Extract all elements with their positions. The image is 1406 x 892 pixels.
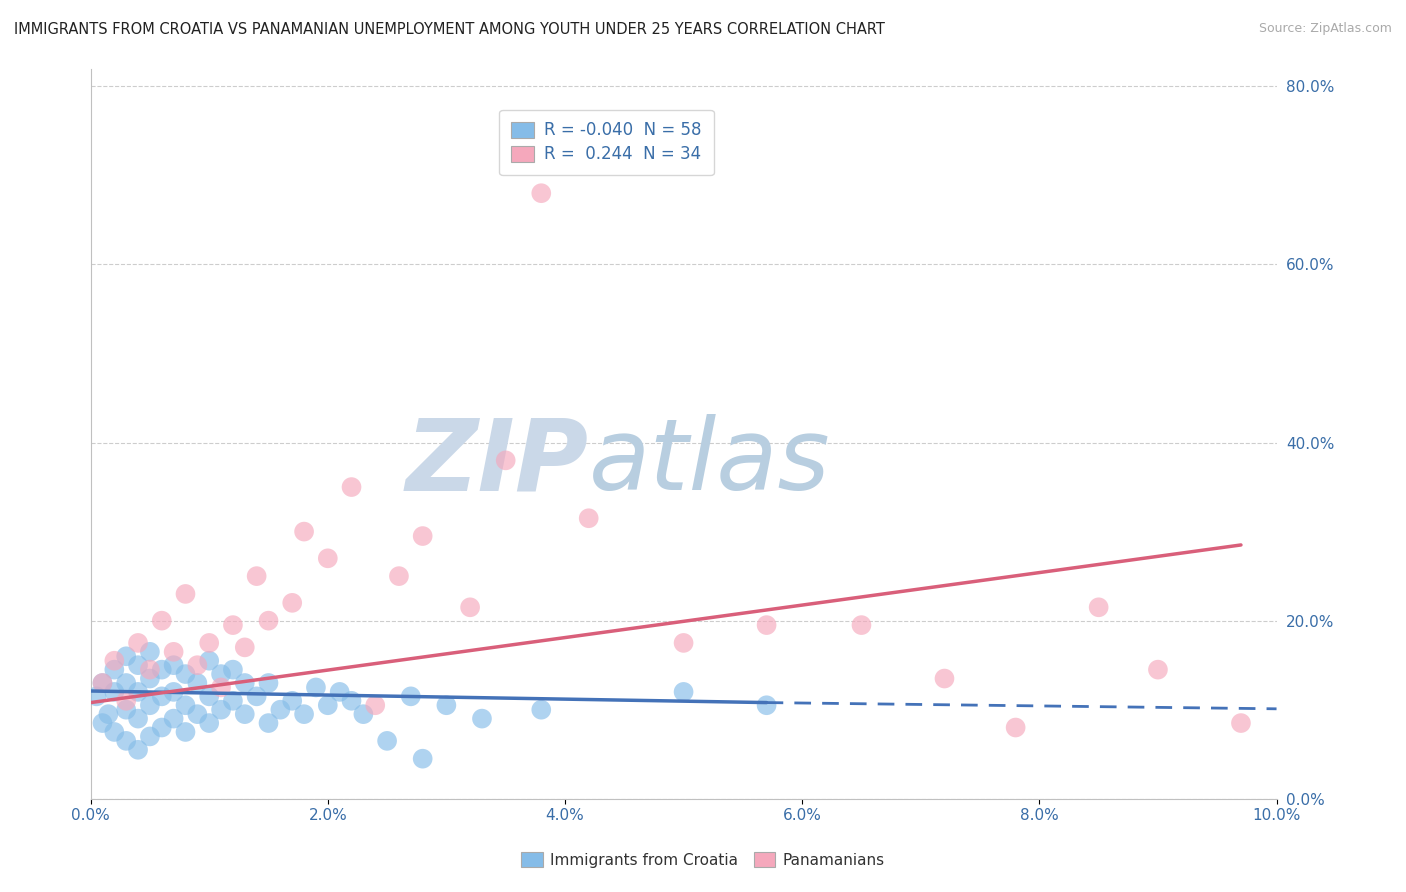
Point [103,685,125,699]
Point [399,690,422,704]
Point [281,596,304,610]
Point [127,712,149,726]
Point [471,712,494,726]
Point [150,663,173,677]
Point [139,663,162,677]
Point [222,663,245,677]
Point [115,734,138,748]
Point [530,703,553,717]
Point [340,694,363,708]
Point [257,676,280,690]
Point [412,752,434,766]
Point [174,587,197,601]
Point [934,672,956,686]
Point [352,707,374,722]
Point [186,707,208,722]
Point [115,703,138,717]
Point [198,690,221,704]
Point [174,725,197,739]
Point [174,667,197,681]
Text: atlas: atlas [589,415,831,511]
Point [103,663,125,677]
Point [672,685,695,699]
Point [91,676,114,690]
Point [150,721,173,735]
Point [186,658,208,673]
Point [162,645,184,659]
Point [198,654,221,668]
Point [246,690,269,704]
Point [162,685,184,699]
Point [139,672,162,686]
Point [233,707,256,722]
Point [127,685,149,699]
Text: Source: ZipAtlas.com: Source: ZipAtlas.com [1258,22,1392,36]
Point [209,703,232,717]
Point [115,694,138,708]
Point [139,698,162,713]
Point [1147,663,1170,677]
Point [530,186,553,201]
Point [316,698,339,713]
Point [162,712,184,726]
Point [755,618,778,632]
Point [209,667,232,681]
Point [127,658,149,673]
Point [375,734,398,748]
Point [246,569,269,583]
Legend: R = -0.040  N = 58, R =  0.244  N = 34: R = -0.040 N = 58, R = 0.244 N = 34 [499,110,714,175]
Point [1004,721,1026,735]
Point [127,636,149,650]
Point [316,551,339,566]
Point [127,743,149,757]
Text: ZIP: ZIP [406,415,589,511]
Point [139,645,162,659]
Point [86,690,108,704]
Point [174,698,197,713]
Point [198,716,221,731]
Point [1230,716,1253,731]
Point [364,698,387,713]
Point [233,640,256,655]
Point [305,681,328,695]
Point [233,676,256,690]
Point [162,658,184,673]
Point [292,524,315,539]
Point [150,614,173,628]
Point [755,698,778,713]
Point [91,676,114,690]
Point [209,681,232,695]
Legend: Immigrants from Croatia, Panamanians: Immigrants from Croatia, Panamanians [513,845,893,875]
Point [458,600,481,615]
Point [103,725,125,739]
Point [578,511,600,525]
Point [257,614,280,628]
Point [198,636,221,650]
Point [851,618,873,632]
Point [115,676,138,690]
Point [139,730,162,744]
Point [292,707,315,722]
Point [1087,600,1109,615]
Point [222,618,245,632]
Point [103,654,125,668]
Point [672,636,695,650]
Point [222,694,245,708]
Point [412,529,434,543]
Point [115,649,138,664]
Point [186,676,208,690]
Point [434,698,457,713]
Point [257,716,280,731]
Text: IMMIGRANTS FROM CROATIA VS PANAMANIAN UNEMPLOYMENT AMONG YOUTH UNDER 25 YEARS CO: IMMIGRANTS FROM CROATIA VS PANAMANIAN UN… [14,22,884,37]
Point [269,703,291,717]
Point [150,690,173,704]
Point [329,685,352,699]
Point [495,453,517,467]
Point [91,716,114,731]
Point [340,480,363,494]
Point [388,569,411,583]
Point [281,694,304,708]
Point [97,707,120,722]
